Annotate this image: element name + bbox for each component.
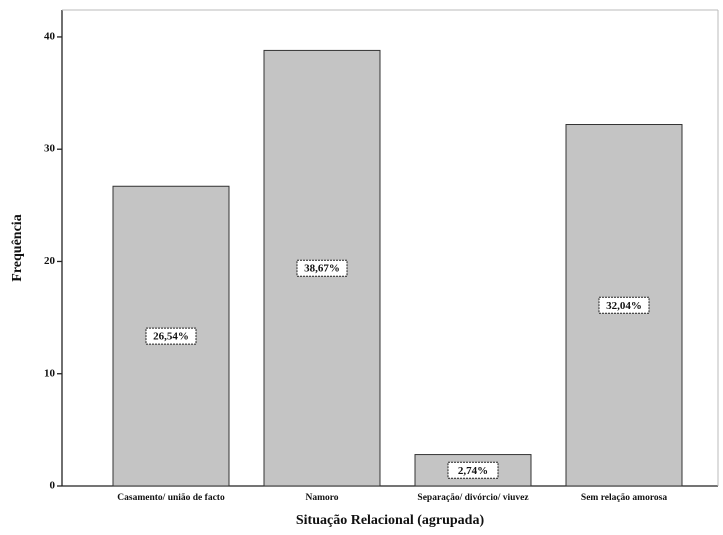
bar-label: 26,54% — [153, 331, 189, 343]
x-tick-label: Sem relação amorosa — [581, 493, 667, 503]
y-tick-label: 0 — [50, 480, 56, 492]
y-axis-label: Frequência — [10, 214, 25, 281]
bar-label-box — [598, 296, 650, 314]
x-tick-label: Separação/ divórcio/ viuvez — [417, 493, 529, 503]
x-tick-label: Casamento/ união de facto — [117, 493, 225, 503]
x-tick-label: Namoro — [305, 493, 338, 503]
bar-label-box — [145, 327, 197, 345]
y-tick-label: 20 — [44, 255, 56, 267]
y-tick-label: 10 — [44, 367, 56, 379]
y-tick-label: 40 — [44, 30, 56, 42]
bar-label-box — [296, 259, 348, 277]
bar-label-box — [447, 461, 499, 479]
bar-label: 2,74% — [458, 465, 488, 477]
x-axis-label: Situação Relacional (agrupada) — [296, 513, 485, 528]
bar-label: 38,67% — [304, 263, 340, 275]
y-tick-label: 30 — [44, 143, 56, 155]
bar-label: 32,04% — [606, 300, 642, 312]
